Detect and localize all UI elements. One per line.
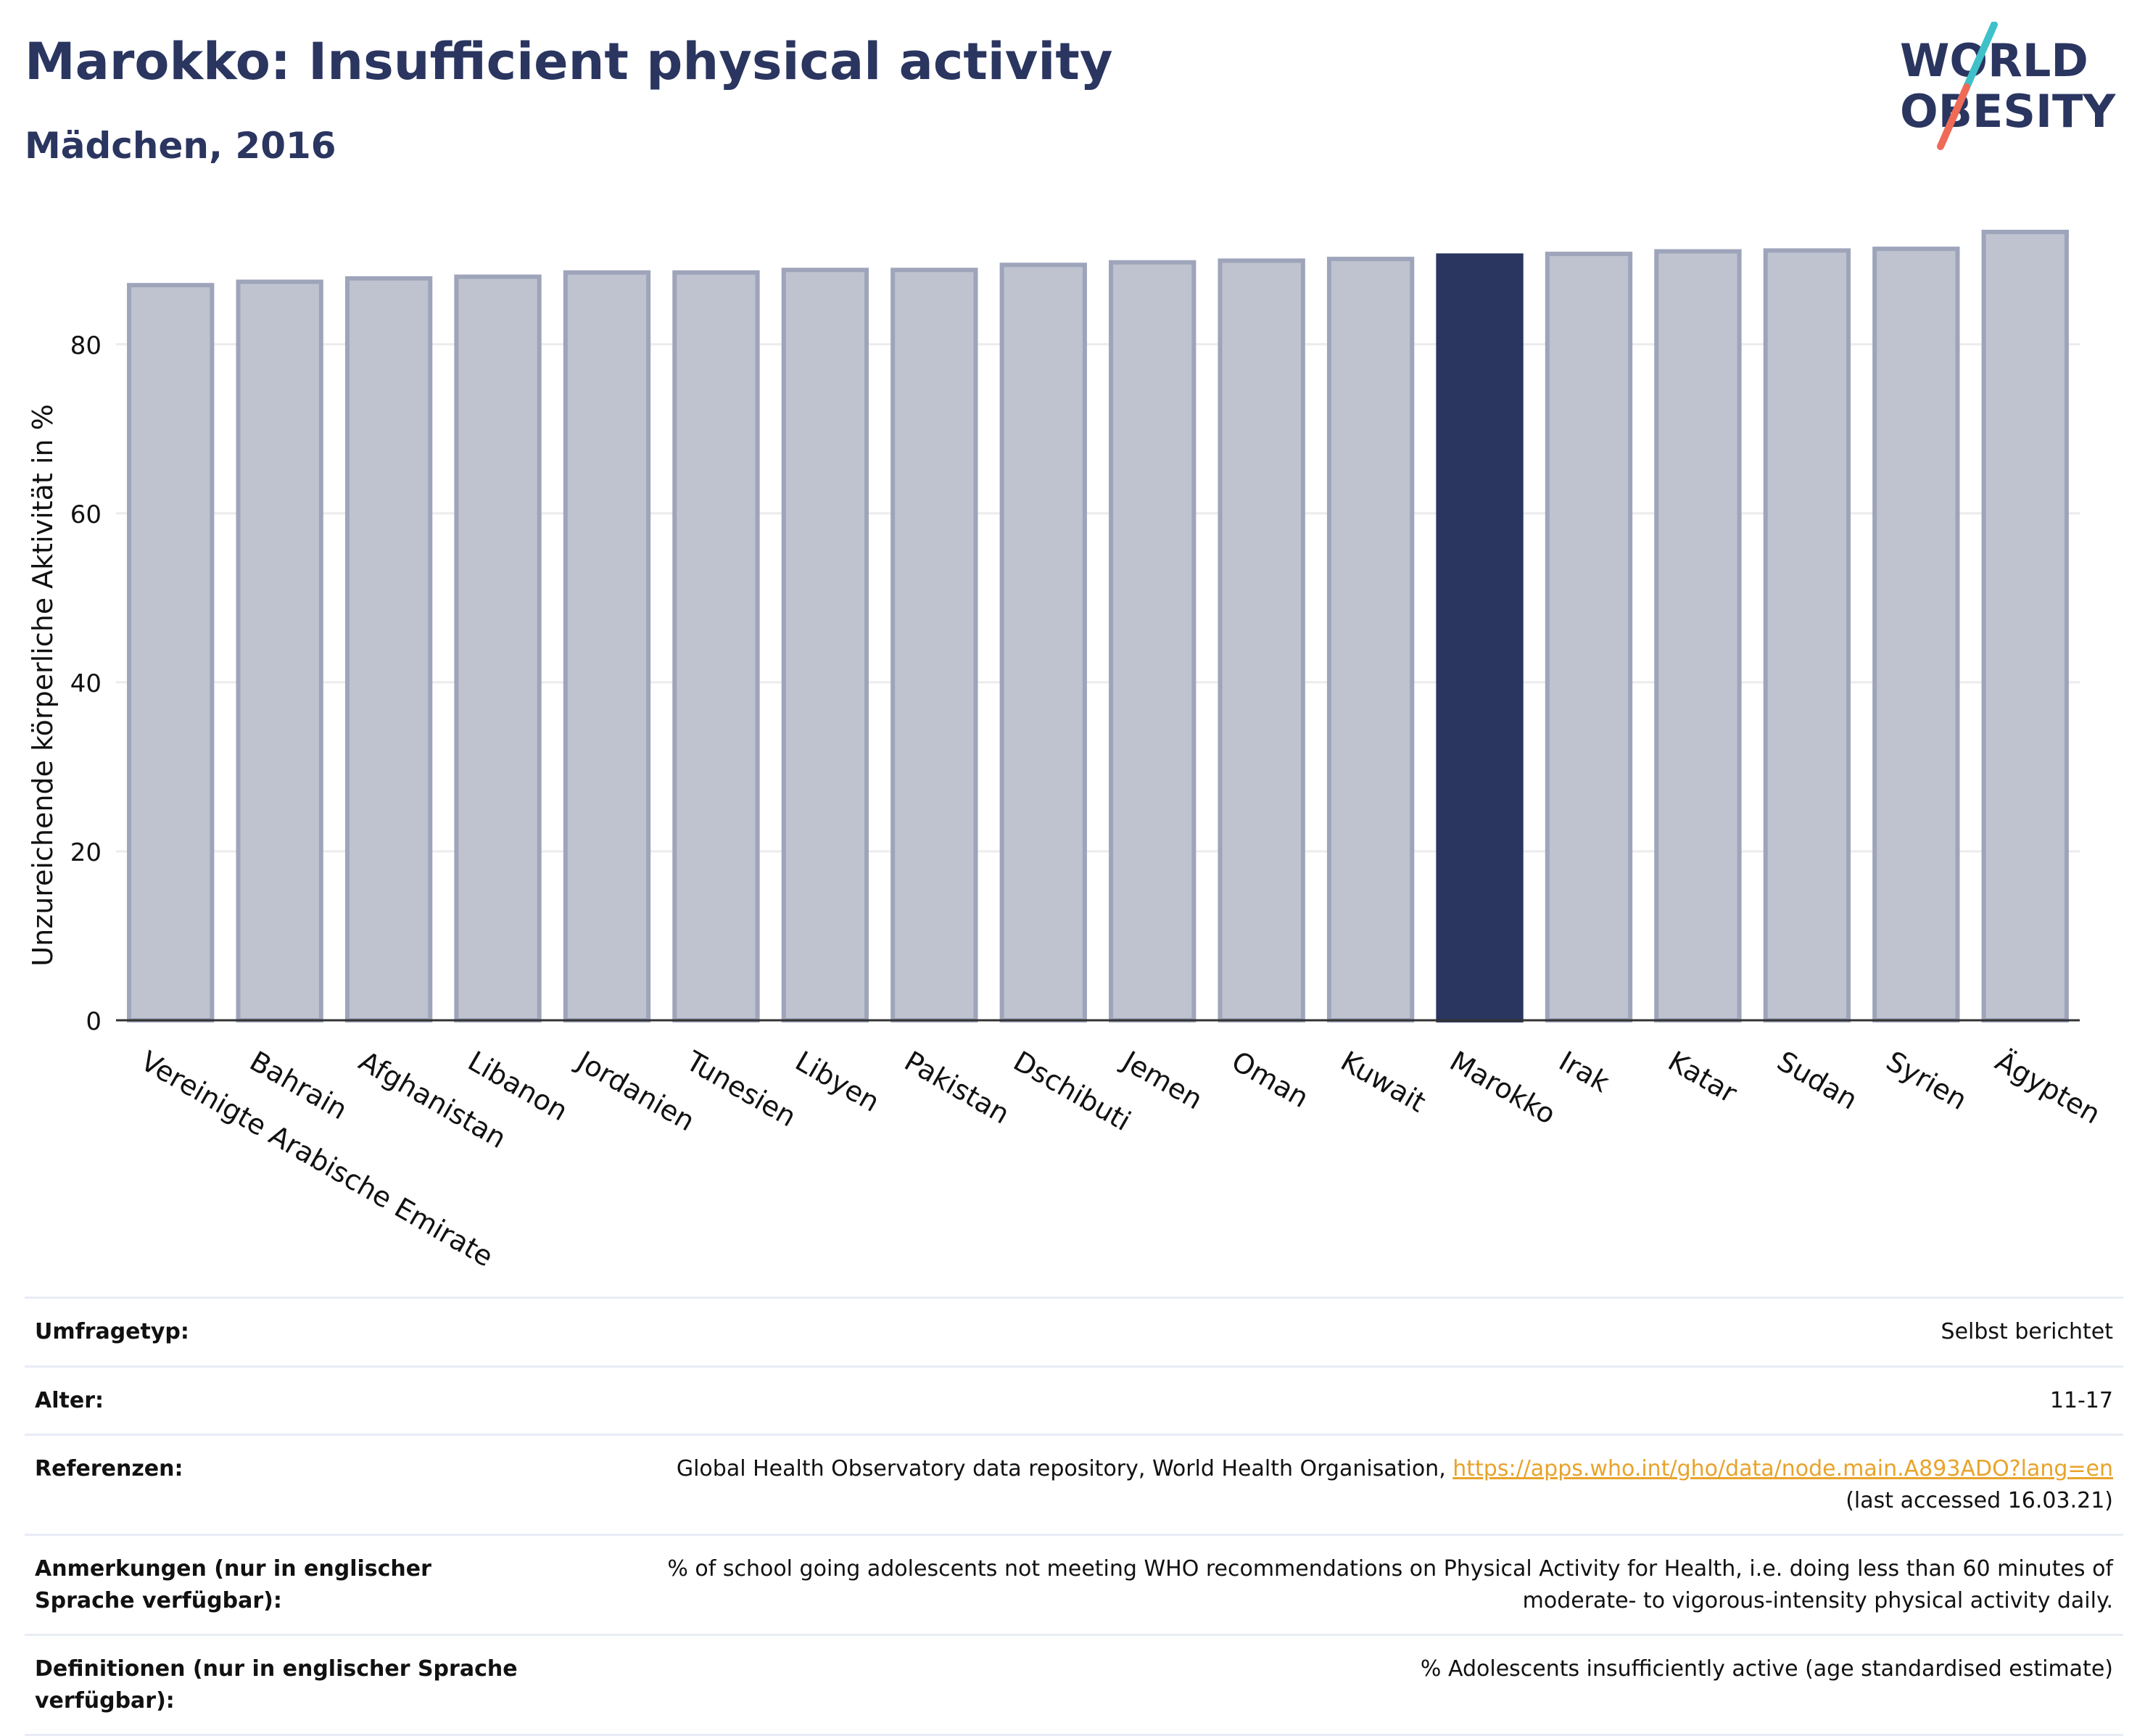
x-tick-label: Libyen [790,1045,885,1118]
meta-value: % Adolescents insufficiently active (age… [538,1635,2123,1735]
x-tick-label: Tunesien [680,1044,801,1133]
x-tick-label: Syrien [1881,1045,1972,1116]
y-tick-label: 60 [70,500,102,529]
meta-label: Anmerkungen (nur in englischer Sprache v… [35,1556,431,1613]
page-title: Marokko: Insufficient physical activity [25,32,1113,91]
x-tick-label: Pakistan [899,1045,1015,1131]
bar-afghanistan [344,276,433,1023]
logo-line2: OBESITY [1900,85,2116,138]
meta-row: Umfragetyp: Selbst berichtet [25,1297,2123,1367]
x-tick-label: Marokko [1445,1045,1561,1131]
y-tick-label: 0 [86,1007,102,1036]
logo-slash-top [1963,22,1998,91]
meta-value-text: Selbst berichtet [1941,1319,2113,1344]
bar-sudan [1763,248,1851,1022]
meta-value-text: Global Health Observatory data repositor… [676,1456,1453,1481]
meta-value-text: % Adolescents insufficiently active (age… [1420,1656,2113,1682]
bar-marokko [1436,253,1524,1022]
y-axis-label: Unzureichende körperliche Aktivität in % [27,404,59,966]
x-tick-label: Oman [1226,1045,1314,1114]
y-tick-label: 40 [70,669,102,698]
logo-line1: WORLD [1900,34,2088,87]
grid-layer [116,343,2080,853]
y-tick-label: 20 [70,838,102,867]
bar-jemen [1109,260,1197,1023]
page-subtitle: Mädchen, 2016 [25,125,336,167]
x-tick-label: Ägypten [1990,1045,2106,1131]
bar-jordanien [563,270,651,1023]
meta-value: Global Health Observatory data repositor… [538,1435,2123,1535]
meta-label: Alter: [35,1387,104,1413]
metadata-table: Umfragetyp: Selbst berichtet Alter: 11-17 Re… [25,1297,2123,1736]
meta-value: % of school going adolescents not meetin… [538,1535,2123,1635]
bar-dschibuti [999,263,1087,1022]
meta-value-text: 11-17 [2049,1387,2113,1413]
bar-kuwait [1326,257,1415,1022]
bar-libanon [454,274,542,1022]
x-tick-label: Jordanien [571,1044,700,1138]
bar-oman [1218,258,1305,1022]
x-tick-label: Kuwait [1336,1045,1431,1119]
meta-row: Referenzen: Global Health Observatory dat… [25,1434,2123,1535]
bar-tunesien [672,270,760,1023]
meta-label: Umfragetyp: [35,1319,189,1344]
x-tick-label: Dschibuti [1008,1045,1136,1137]
bar-vereinigte-arabische-emirate [127,283,215,1022]
meta-label: Definitionen (nur in englischer Sprache … [35,1656,518,1714]
meta-value-note: (last accessed 16.03.21) [1846,1487,2113,1513]
meta-row: Anmerkungen (nur in englischer Sprache v… [25,1534,2123,1635]
meta-row: Alter: 11-17 [25,1366,2123,1435]
x-tick-label: Katar [1663,1045,1743,1109]
meta-value: Selbst berichtet [538,1298,2123,1367]
bar-katar [1654,249,1742,1023]
meta-row: Definitionen (nur in englischer Sprache … [25,1634,2123,1735]
meta-value: 11-17 [538,1366,2123,1435]
bar-libyen [781,268,869,1022]
x-tick-label: Jemen [1116,1044,1208,1116]
x-tick-label: Irak [1554,1045,1615,1099]
logo-slash-bottom [1937,83,1970,150]
world-obesity-logo: WORLD OBESITY [1900,22,2116,150]
x-tick-label: Sudan [1772,1045,1863,1116]
y-tick-label: 80 [70,331,102,360]
bar-bahrain [236,279,323,1022]
bar-syrien [1872,247,1960,1022]
meta-value-text: % of school going adolescents not meetin… [667,1556,2113,1613]
reference-link[interactable]: https://apps.who.int/gho/data/node.main.… [1452,1456,2113,1481]
meta-label: Referenzen: [35,1456,183,1481]
bar-ägypten [1981,229,2069,1023]
bar-layer [127,229,2069,1023]
bar-pakistan [890,268,978,1022]
bar-irak [1545,252,1633,1022]
